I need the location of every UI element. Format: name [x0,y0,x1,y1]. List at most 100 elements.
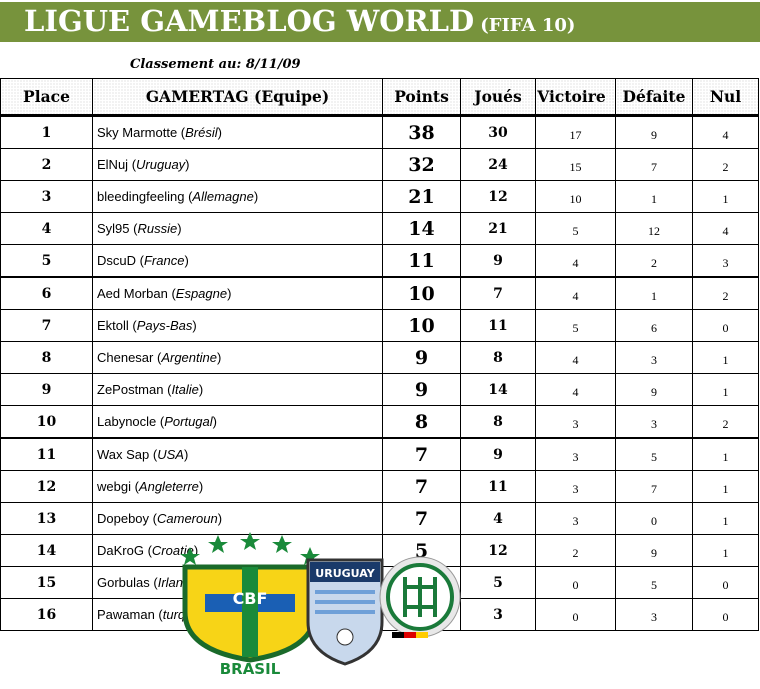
losses-cell: 7 [615,470,693,503]
uruguay-logo: URUGUAY [306,558,384,666]
points-cell: 38 [382,115,461,149]
played-cell: 14 [460,373,536,406]
losses-cell: 1 [615,276,693,310]
draws-cell: 2 [692,148,759,181]
wins-cell: 3 [535,470,616,503]
team-name: Cameroun [157,511,218,526]
points-cell: 11 [382,244,461,278]
wins-cell: 2 [535,534,616,567]
points-cell: 8 [382,405,461,439]
losses-cell: 9 [615,115,693,149]
losses-cell: 12 [615,212,693,245]
losses-cell: 5 [615,566,693,599]
table-row: 2 ElNuj (Uruguay) 32 24 15 7 2 [0,148,759,181]
place-cell: 12 [0,470,93,503]
place-cell: 16 [0,598,93,631]
cbf-text: CBF [233,589,268,608]
losses-cell: 0 [615,502,693,535]
played-cell: 9 [460,437,536,471]
table-row: 7 Ektoll (Pays-Bas) 10 11 5 6 0 [0,309,759,342]
played-cell: 12 [460,534,536,567]
played-cell: 3 [460,598,536,631]
draws-cell: 1 [692,534,759,567]
brasil-text: BRASIL [220,660,281,677]
losses-cell: 9 [615,534,693,567]
team-name: Argentine [161,350,217,365]
table-row: 11 Wax Sap (USA) 7 9 3 5 1 [0,437,759,471]
wins-cell: 5 [535,212,616,245]
played-cell: 11 [460,309,536,342]
place-cell: 4 [0,212,93,245]
played-cell: 8 [460,405,536,439]
gamertag-cell: ElNuj (Uruguay) [92,148,383,181]
points-cell: 7 [382,502,461,535]
date-label: Classement au: 8/11/09 [130,57,301,72]
gamertag-cell: Labynocle (Portugal) [92,405,383,439]
played-cell: 11 [460,470,536,503]
col-place: Place [0,78,93,117]
draws-cell: 1 [692,373,759,406]
wins-cell: 3 [535,502,616,535]
team-name: Uruguay [136,157,186,172]
place-cell: 6 [0,276,93,310]
played-cell: 12 [460,180,536,213]
losses-cell: 3 [615,405,693,439]
table-row: 13 Dopeboy (Cameroun) 7 4 3 0 1 [0,502,759,535]
table-row: 10 Labynocle (Portugal) 8 8 3 3 2 [0,405,759,439]
gamertag-cell: DscuD (France) [92,244,383,278]
team-name: Angleterre [138,479,199,494]
place-cell: 3 [0,180,93,213]
col-played: Joués [460,78,536,117]
gamertag-cell: Sky Marmotte (Brésil) [92,115,383,149]
points-cell: 32 [382,148,461,181]
gamertag: Sky Marmotte [97,125,178,140]
draws-cell: 1 [692,470,759,503]
losses-cell: 5 [615,437,693,471]
played-cell: 7 [460,276,536,310]
place-cell: 13 [0,502,93,535]
uruguay-text: URUGUAY [315,567,375,580]
wins-cell: 3 [535,437,616,471]
draws-cell: 1 [692,502,759,535]
points-cell: 9 [382,341,461,374]
gamertag: Gorbulas [97,575,150,590]
team-name: Espagne [175,286,228,301]
played-cell: 4 [460,502,536,535]
place-cell: 1 [0,115,93,149]
gamertag: ElNuj [97,157,129,172]
gamertag: Pawaman [97,607,155,622]
table-row: 6 Aed Morban (Espagne) 10 7 4 1 2 [0,276,759,310]
gamertag: Aed Morban [97,286,172,301]
gamertag: webgi [97,479,131,494]
col-gamertag: GAMERTAG (Equipe) [92,78,383,117]
draws-cell: 1 [692,437,759,471]
draws-cell: 2 [692,405,759,439]
gamertag: Labynocle [97,414,157,429]
gamertag-cell: ZePostman (Italie) [92,373,383,406]
points-cell: 10 [382,309,461,342]
brasil-logo: CBF BRASIL [180,532,320,677]
col-wins: Victoire [535,78,616,117]
team-name: Portugal [164,414,213,429]
team-name: Pays-Bas [136,318,193,333]
title-text: LIGUE GAMEBLOG WORLD [24,4,475,38]
points-cell: 14 [382,212,461,245]
wins-cell: 4 [535,276,616,310]
played-cell: 21 [460,212,536,245]
table-row: 12 webgi (Angleterre) 7 11 3 7 1 [0,470,759,503]
table-row: 5 DscuD (France) 11 9 4 2 3 [0,244,759,278]
draws-cell: 0 [692,566,759,599]
gamertag-cell: Wax Sap (USA) [92,437,383,471]
points-cell: 10 [382,276,461,310]
place-cell: 15 [0,566,93,599]
table-row: 9 ZePostman (Italie) 9 14 4 9 1 [0,373,759,406]
played-cell: 30 [460,115,536,149]
wins-cell: 5 [535,309,616,342]
gamertag: bleedingfeeling [97,189,185,204]
gamertag: DscuD [97,253,137,268]
table-row: 8 Chenesar (Argentine) 9 8 4 3 1 [0,341,759,374]
losses-cell: 7 [615,148,693,181]
draws-cell: 1 [692,180,759,213]
title-banner [0,2,760,42]
stars-icon [180,532,320,565]
